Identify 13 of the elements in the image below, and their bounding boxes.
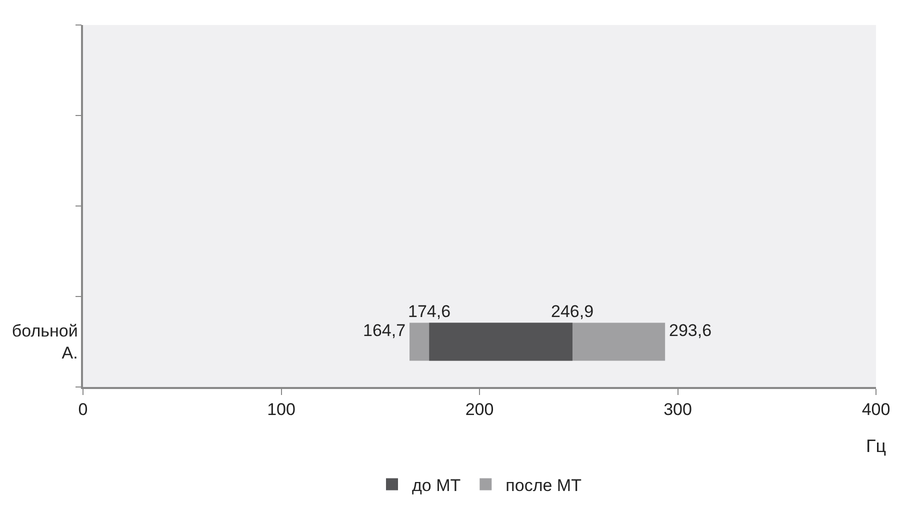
annotation: 246,9: [551, 302, 594, 321]
annotation: 164,7: [363, 321, 406, 340]
x-tick-label: 100: [267, 400, 296, 420]
x-tick-label: 400: [862, 400, 890, 420]
x-tick-label: 0: [78, 400, 88, 420]
x-axis-title: Гц: [866, 436, 886, 456]
y-tick-label: больной А.: [12, 322, 78, 363]
legend-label: до МТ: [412, 476, 461, 495]
annotation: 174,6: [408, 302, 451, 321]
x-tick-label: 200: [465, 400, 494, 420]
legend-label: после МТ: [506, 476, 582, 495]
x-tick-label: 300: [664, 400, 692, 420]
annotation: 293,6: [669, 321, 712, 340]
